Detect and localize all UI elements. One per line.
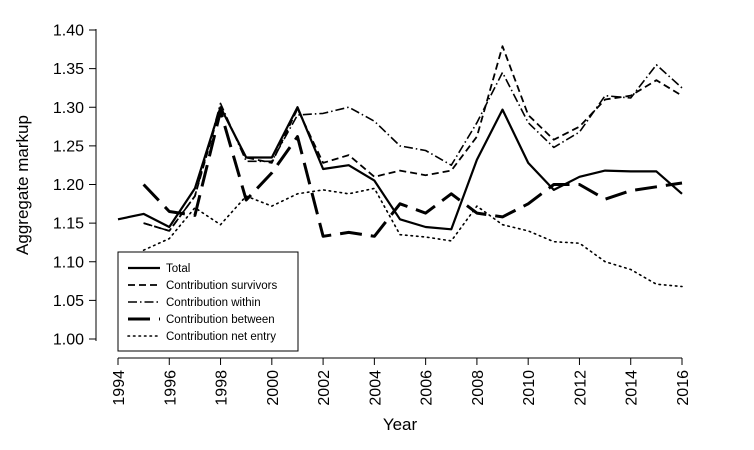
x-tick-label: 2016	[675, 370, 692, 406]
legend-label: Total	[166, 263, 190, 275]
y-axis-ticks: 1.00 1.05 1.10 1.15 1.20 1.25 1.30 1.35 1.40	[53, 23, 96, 349]
x-tick-label: 1994	[111, 370, 128, 406]
y-tick-label: 1.05	[53, 293, 84, 310]
legend-label: Contribution between	[166, 314, 275, 326]
x-tick-label: 2012	[572, 370, 589, 406]
x-axis-label: Year	[383, 415, 418, 434]
legend-label: Contribution net entry	[166, 331, 276, 343]
series-layer	[117, 45, 683, 288]
series-line-contribution-between	[142, 109, 683, 238]
x-tick-label: 1996	[162, 370, 179, 406]
legend-label: Contribution survivors	[166, 280, 277, 292]
legend: Total Contribution survivors Contribution …	[117, 251, 299, 352]
y-tick-label: 1.20	[53, 177, 84, 194]
x-tick-label: 2006	[419, 370, 436, 406]
y-axis-label: Aggregate markup	[13, 115, 32, 255]
x-tick-label: 2010	[521, 370, 538, 406]
y-tick-label: 1.15	[53, 216, 84, 233]
y-tick-label: 1.35	[53, 61, 84, 78]
x-tick-label: 2014	[624, 370, 641, 406]
legend-label: Contribution within	[166, 297, 261, 309]
x-tick-label: 2008	[470, 370, 487, 406]
y-tick-label: 1.30	[53, 100, 84, 117]
y-tick-label: 1.25	[53, 138, 84, 155]
series-line-contribution-net-entry	[142, 187, 683, 288]
y-tick-label: 1.10	[53, 254, 84, 271]
y-tick-label: 1.00	[53, 332, 84, 349]
x-tick-label: 2002	[316, 370, 333, 406]
series-line-contribution-within	[143, 64, 683, 232]
series-line-contribution-survivors	[143, 45, 683, 232]
y-tick-label: 1.40	[53, 23, 84, 40]
x-axis-ticks: 1994 1996 1998 2000 2002 2004 2006 2008 2010 2012…	[111, 358, 692, 406]
series-line-total	[117, 106, 683, 231]
x-tick-label: 1998	[214, 370, 231, 406]
x-tick-label: 2000	[265, 370, 282, 406]
x-tick-label: 2004	[367, 370, 384, 406]
